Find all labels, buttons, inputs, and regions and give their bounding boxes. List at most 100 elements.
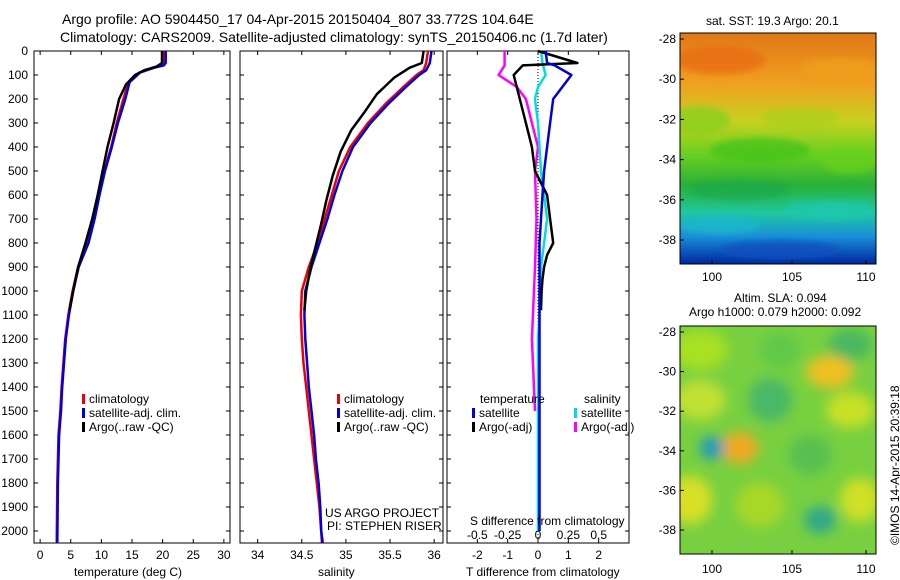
sla-map	[680, 326, 876, 554]
legend-swatch	[574, 422, 577, 432]
depth-tick-label: 1000	[1, 284, 28, 298]
depth-tick-label: 1300	[1, 356, 28, 370]
x-tick-label: 35.5	[378, 548, 402, 562]
s-diff-tick-label: -0.5	[467, 528, 488, 542]
temperature-argo-line	[68, 51, 164, 311]
depth-tick-label: 700	[8, 212, 28, 226]
salinity-axis: 34 34.5 35 35.5 36	[251, 51, 441, 562]
x-tick-label: 5	[67, 548, 74, 562]
map-y-tick-label: -36	[659, 193, 677, 207]
s-diff-tick-label: 0	[535, 528, 542, 542]
project-credit: US ARGO PROJECT	[325, 506, 440, 520]
legend-label: climatology	[344, 392, 405, 406]
depth-tick-label: 400	[8, 140, 28, 154]
s-diff-tick-label: 0.25	[557, 528, 581, 542]
legend-item-s-satellite: satellite	[574, 406, 634, 420]
legend-label: satellite	[479, 406, 520, 420]
map-y-tick-label: -28	[659, 32, 677, 46]
x-tick-label: 35	[339, 548, 353, 562]
title-line-1: Argo profile: AO 5904450_17 04-Apr-2015 …	[62, 11, 534, 27]
map-y-tick-label: -30	[659, 72, 677, 86]
legend-label: satellite-adj. clim.	[344, 406, 437, 420]
sla-map-frame	[679, 325, 877, 555]
diff-temperature-argo-line	[512, 49, 579, 311]
depth-tick-label: 0	[21, 44, 28, 58]
s-diff-tick-label: 0.5	[590, 528, 607, 542]
x-tick-label: 34	[251, 548, 265, 562]
temperature-satellite-line	[56, 51, 167, 544]
x-tick-label: 2	[595, 548, 602, 562]
depth-tick-label: 1400	[1, 380, 28, 394]
depth-tick-label: 800	[8, 236, 28, 250]
legend-item-climatology: climatology	[337, 392, 436, 406]
legend-header-salinity: salinity	[584, 392, 621, 406]
legend-item-argo: Argo(..raw -QC)	[337, 420, 436, 434]
diff-temperature-satellite-line	[538, 50, 573, 531]
sst-map-frame	[679, 32, 877, 265]
x-tick-label: -1	[502, 548, 513, 562]
depth-tick-label: 900	[8, 260, 28, 274]
depth-tick-label: 200	[8, 92, 28, 106]
pi-credit: PI: STEPHEN RISER	[327, 519, 442, 533]
map-y-tick-label: -36	[659, 483, 677, 497]
legend-label: Argo(..raw -QC)	[344, 420, 429, 434]
s-diff-tick-label: -0.25	[494, 528, 522, 542]
imos-watermark: ©IMOS 14-Apr-2015 20:39:18	[888, 385, 900, 545]
map-x-tick-label: 100	[702, 270, 722, 284]
depth-tick-label: 1100	[2, 308, 28, 322]
salinity-legend: climatology satellite-adj. clim. Argo(..…	[337, 392, 436, 434]
temperature-legend: climatology satellite-adj. clim. Argo(..…	[82, 392, 181, 434]
sla-map-title: Altim. SLA: 0.094	[734, 291, 827, 305]
x-tick-label: 0	[535, 548, 542, 562]
sla-map-subtitle: Argo h1000: 0.079 h2000: 0.092	[689, 305, 862, 319]
legend-item-climatology: climatology	[82, 392, 181, 406]
map-y-tick-label: -34	[659, 153, 677, 167]
legend-item-t-satellite: satellite	[472, 406, 532, 420]
difference-legend-temperature: satellite Argo(-adj)	[472, 406, 532, 434]
legend-item-t-argo: Argo(-adj)	[472, 420, 532, 434]
salinity-satellite-line	[303, 50, 433, 544]
legend-item-s-argo: Argo(-adj)	[574, 420, 634, 434]
difference-legend-salinity: satellite Argo(-adj)	[574, 406, 634, 434]
depth-tick-label: 500	[8, 164, 28, 178]
map-axes: 100 105 110 -28 -30 -32 -34 -36 -38 100 105 110 -28 -…	[659, 32, 876, 576]
depth-tick-label: 1900	[1, 500, 28, 514]
legend-swatch	[574, 408, 577, 418]
diff-salinity-argo-line	[497, 51, 540, 412]
legend-item-satellite: satellite-adj. clim.	[82, 406, 181, 420]
map-y-tick-label: -30	[659, 365, 677, 379]
legend-item-argo: Argo(..raw -QC)	[82, 420, 181, 434]
map-y-tick-label: -38	[659, 233, 677, 247]
difference-axis: -2 -1 0 1 2 -0.5 -0.25 0 0.25 0.5	[467, 51, 607, 562]
legend-label: Argo(-adj)	[479, 420, 533, 434]
legend-swatch	[472, 422, 475, 432]
legend-swatch	[337, 394, 340, 404]
legend-swatch	[82, 394, 85, 404]
map-y-tick-label: -38	[659, 523, 677, 537]
depth-tick-label: 600	[8, 188, 28, 202]
legend-swatch	[82, 408, 85, 418]
x-tick-label: 30	[217, 548, 231, 562]
depth-tick-label: 1600	[1, 428, 28, 442]
map-x-tick-label: 105	[782, 562, 802, 576]
x-tick-label: 25	[187, 548, 201, 562]
title-line-2: Climatology: CARS2009. Satellite-adjuste…	[60, 29, 608, 45]
t-difference-xlabel: T difference from climatology	[466, 565, 620, 579]
profile-curves	[55, 49, 579, 544]
map-y-tick-label: -34	[659, 444, 677, 458]
x-tick-label: 10	[95, 548, 109, 562]
legend-label: Argo(-adj)	[581, 420, 635, 434]
depth-tick-label: 100	[8, 68, 28, 82]
x-tick-label: 0	[37, 548, 44, 562]
depth-tick-label: 300	[8, 116, 28, 130]
salinity-panel-frame	[239, 50, 444, 544]
legend-label: satellite	[581, 406, 622, 420]
depth-tick-label: 2000	[1, 524, 28, 538]
map-x-tick-label: 100	[702, 562, 722, 576]
legend-header-temperature: temperature	[480, 392, 545, 406]
legend-item-satellite: satellite-adj. clim.	[337, 406, 436, 420]
depth-tick-label: 1500	[1, 404, 28, 418]
sst-map-title: sat. SST: 19.3 Argo: 20.1	[706, 14, 839, 28]
temperature-axis: 0 5 10 15 20 25 30	[37, 51, 231, 562]
legend-swatch	[337, 408, 340, 418]
